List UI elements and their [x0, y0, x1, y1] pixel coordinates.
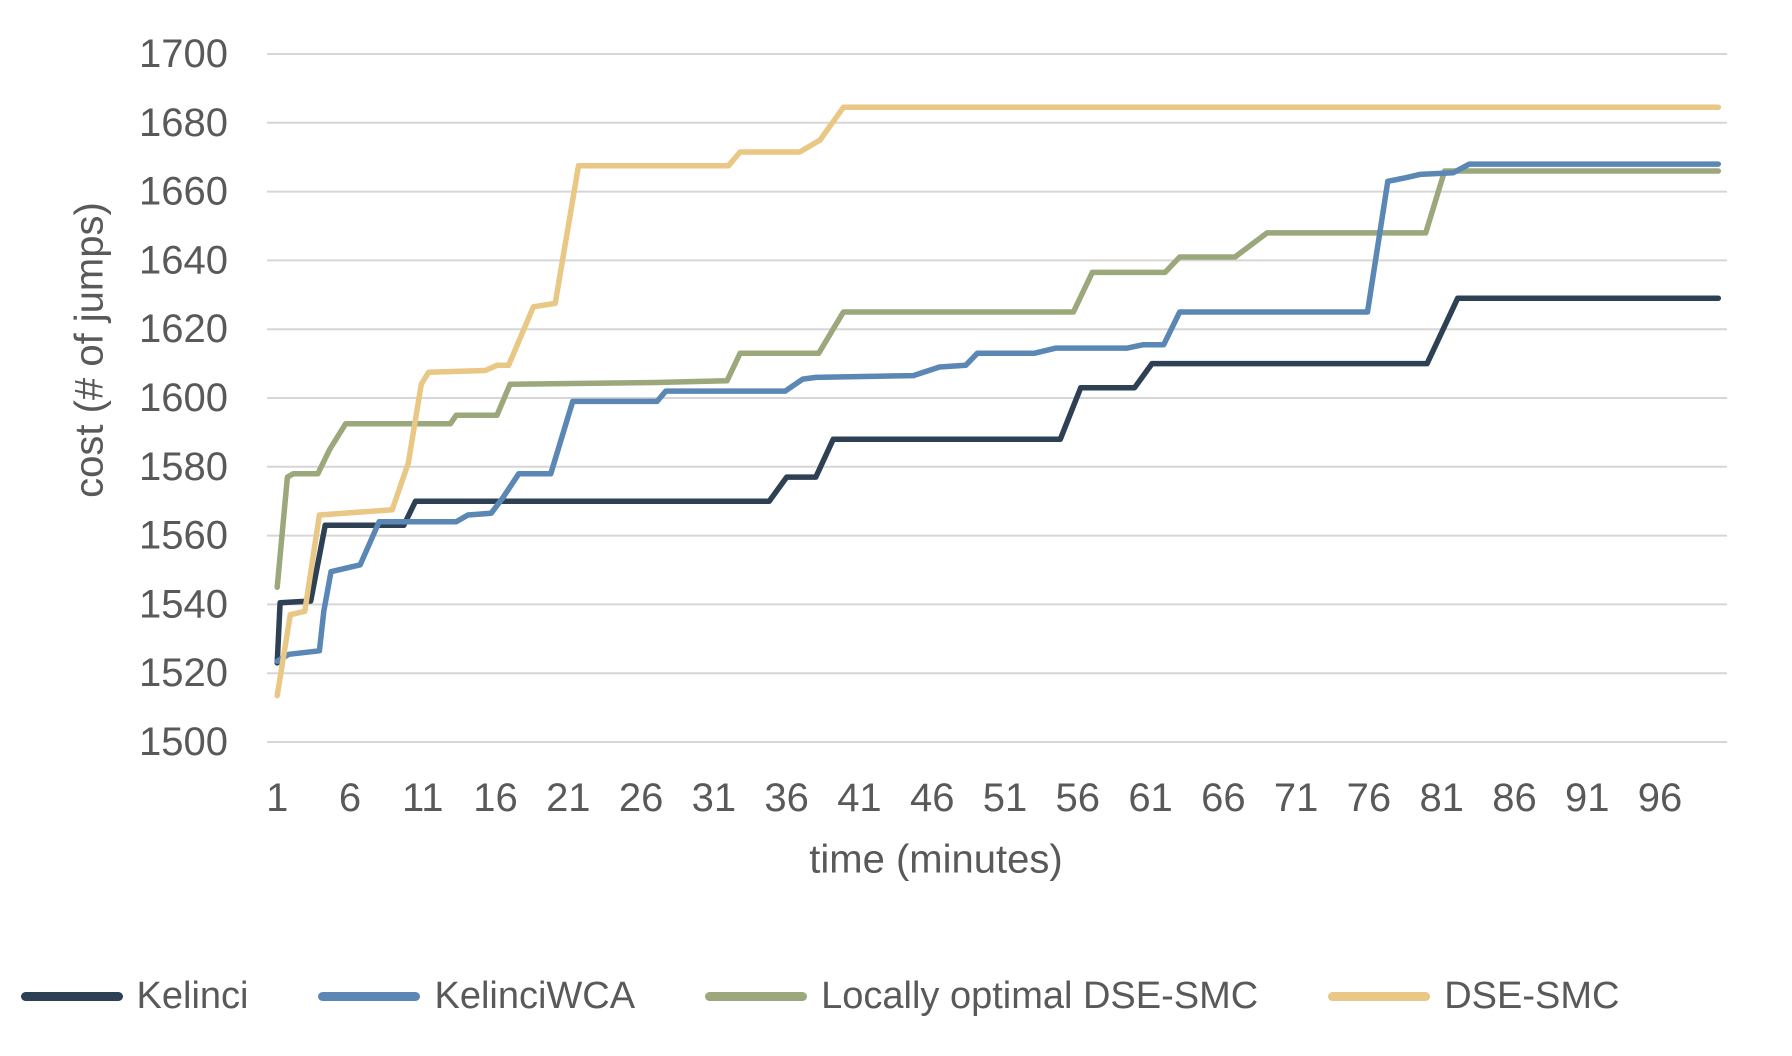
y-tick-label: 1500	[139, 720, 228, 764]
x-tick-label: 81	[1419, 776, 1464, 820]
y-tick-label: 1640	[139, 238, 228, 282]
y-tick-label: 1540	[139, 582, 228, 626]
x-tick-label: 6	[339, 776, 361, 820]
y-tick-label: 1580	[139, 445, 228, 489]
x-tick-label: 61	[1128, 776, 1173, 820]
legend-swatch-icon	[705, 992, 808, 1001]
y-tick-label: 1680	[139, 101, 228, 145]
y-tick-label: 1620	[139, 307, 228, 351]
y-tick-label: 1600	[139, 376, 228, 420]
y-tick-label: 1660	[139, 170, 228, 214]
x-axis-title: time (minutes)	[809, 837, 1063, 882]
legend-swatch-icon	[1328, 992, 1431, 1001]
legend-item: DSE-SMC	[1328, 975, 1619, 1018]
x-tick-label: 21	[546, 776, 591, 820]
y-tick-label: 1560	[139, 514, 228, 558]
x-tick-label: 46	[910, 776, 955, 820]
x-tick-label: 26	[619, 776, 664, 820]
legend-swatch-icon	[318, 992, 421, 1001]
x-tick-label: 36	[764, 776, 809, 820]
x-tick-label: 91	[1565, 776, 1610, 820]
x-tick-label: 66	[1201, 776, 1246, 820]
legend-item: Kelinci	[20, 975, 249, 1018]
series-line-locally-optimal-dse-smc	[274, 168, 1722, 590]
legend: Kelinci KelinciWCA Locally optimal DSE-SMC…	[0, 975, 1640, 1018]
x-tick-label: 51	[983, 776, 1028, 820]
x-tick-label: 16	[473, 776, 518, 820]
x-tick-label: 71	[1274, 776, 1319, 820]
legend-label: KelinciWCA	[434, 975, 636, 1017]
legend-label: Locally optimal DSE-SMC	[821, 975, 1259, 1017]
legend-label: DSE-SMC	[1444, 975, 1620, 1017]
y-tick-label: 1520	[139, 651, 228, 695]
x-tick-label: 41	[837, 776, 882, 820]
legend-label: Kelinci	[136, 975, 249, 1017]
x-tick-label: 76	[1347, 776, 1392, 820]
x-tick-label: 11	[402, 776, 444, 820]
x-tick-label: 86	[1492, 776, 1537, 820]
series-line-kelinciwca	[274, 161, 1722, 664]
x-tick-label: 31	[692, 776, 737, 820]
series-line-dse-smc	[274, 104, 1722, 699]
legend-item: KelinciWCA	[318, 975, 635, 1018]
x-tick-label: 96	[1638, 776, 1683, 820]
legend-swatch-icon	[20, 992, 123, 1001]
x-tick-label: 1	[266, 776, 288, 820]
y-axis-title: cost (# of jumps)	[67, 202, 112, 498]
x-tick-label: 56	[1056, 776, 1101, 820]
y-tick-label: 1700	[139, 32, 228, 76]
legend-item: Locally optimal DSE-SMC	[705, 975, 1258, 1018]
series-line-kelinci	[274, 295, 1722, 666]
